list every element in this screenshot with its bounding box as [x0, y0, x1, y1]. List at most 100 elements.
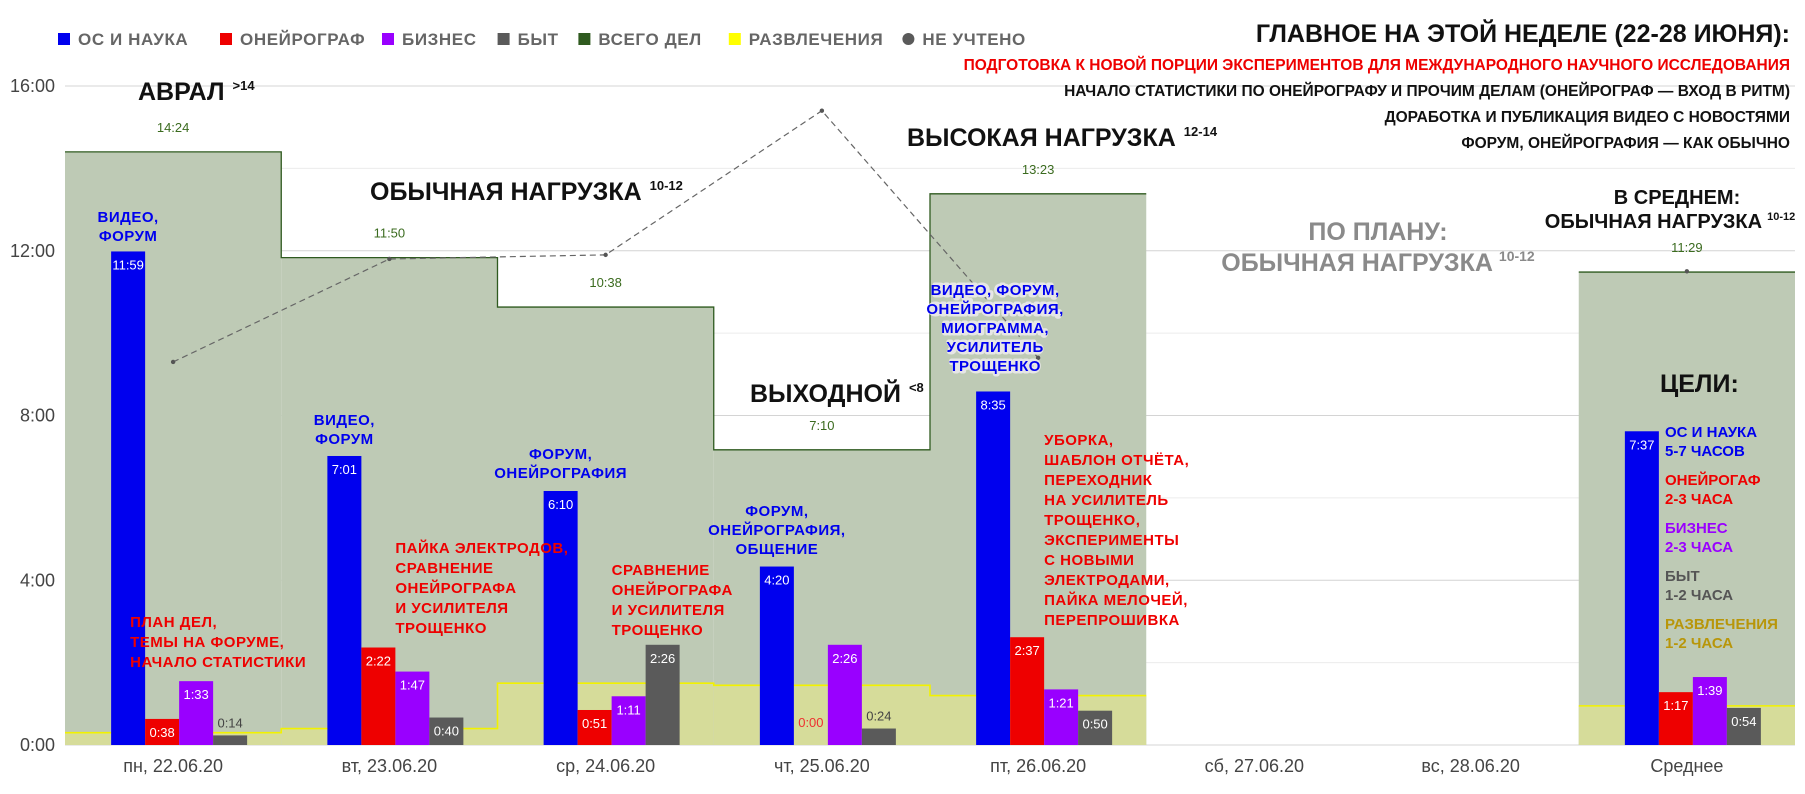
bar-value-label: 1:39	[1697, 683, 1722, 698]
legend-marker	[58, 33, 70, 45]
bar-value-label: 2:22	[366, 654, 391, 669]
bar-value-label: 1:11	[616, 702, 640, 717]
bar-value-label: 0:24	[866, 709, 891, 724]
bar-value-label: 1:47	[400, 678, 425, 693]
bar-value-label: 4:20	[764, 573, 789, 588]
y-tick-label: 0:00	[20, 735, 55, 755]
bar	[976, 391, 1011, 745]
red-note: ПЕРЕХОДНИК	[1044, 472, 1153, 489]
bar	[395, 671, 430, 745]
os-note-halo: ТРОЩЕНКО	[951, 358, 1039, 375]
legend-label: НЕ УЧТЕНО	[922, 30, 1025, 49]
week-title: ГЛАВНОЕ НА ЭТОЙ НЕДЕЛЕ (22-28 ИЮНЯ):	[1256, 18, 1790, 48]
unaccounted-point	[1035, 355, 1041, 361]
load-label: АВРАЛ >14	[138, 78, 255, 106]
x-tick-label: пт, 26.06.20	[990, 756, 1086, 776]
legend-marker	[728, 33, 741, 45]
y-tick-label: 4:00	[20, 570, 55, 590]
red-note: НАЧАЛО СТАТИСТИКИ	[130, 654, 306, 671]
red-note: И УСИЛИТЕЛЯ	[612, 602, 725, 619]
os-note-halo: УСИЛИТЕЛЬ	[949, 339, 1042, 356]
entertainment-line	[65, 682, 1147, 734]
legend-marker	[382, 33, 394, 45]
unaccounted-point	[603, 252, 608, 258]
os-note: ФОРУМ	[315, 431, 374, 448]
red-note: ТРОЩЕНКО	[395, 620, 487, 637]
bar-value-label: 0:50	[1082, 717, 1107, 732]
total-value-label: 10:38	[589, 275, 622, 290]
os-note: ОНЕЙРОГРАФИЯ,	[926, 300, 1063, 318]
total-area	[65, 151, 282, 745]
os-note-halo: МИОГРАММА,	[944, 320, 1047, 337]
os-note: МИОГРАММА,	[941, 320, 1049, 337]
red-note: ТРОЩЕНКО,	[1044, 512, 1140, 529]
x-tick-label: сб, 27.06.20	[1205, 756, 1304, 776]
legend-label: БЫТ	[518, 30, 559, 49]
red-note: ПЕРЕПРОШИВКА	[1044, 612, 1180, 629]
goal-line1: ОС И НАУКА	[1665, 424, 1757, 441]
bar	[361, 647, 396, 745]
x-tick-label: Среднее	[1650, 756, 1723, 776]
red-note: ТРОЩЕНКО	[612, 622, 704, 639]
bars: 11:59 0:38 1:33 0:14 7:01 2:22 1:47 0:40 6:10 0:5…	[111, 251, 1761, 745]
red-note: ОНЕЙРОГРАФА	[395, 579, 516, 597]
bar	[827, 644, 862, 745]
load-label: ОБЫЧНАЯ НАГРУЗКА 10-12	[370, 178, 683, 206]
total-area	[497, 307, 714, 745]
legend-label: ВСЕГО ДЕЛ	[598, 30, 701, 49]
bar	[327, 455, 362, 745]
legend-marker	[578, 33, 591, 45]
legend-marker	[902, 33, 915, 45]
plan-line2: ОБЫЧНАЯ НАГРУЗКА 10-12	[1221, 248, 1535, 277]
red-note: УБОРКА,	[1044, 432, 1113, 449]
red-note: ПЛАН ДЕЛ,	[130, 614, 217, 631]
legend-label: ОС И НАУКА	[78, 30, 188, 49]
total-value-label: 11:29	[1671, 240, 1703, 255]
legend-marker	[497, 33, 510, 45]
red-note: СРАВНЕНИЕ	[395, 560, 493, 577]
week-line: ПОДГОТОВКА К НОВОЙ ПОРЦИИ ЭКСПЕРИМЕНТОВ …	[964, 56, 1790, 74]
bar-value-label: 1:33	[183, 687, 208, 702]
x-tick-label: пн, 22.06.20	[123, 756, 223, 776]
bar	[645, 644, 680, 745]
x-tick-label: ср, 24.06.20	[556, 756, 655, 776]
bar-value-label: 2:26	[650, 651, 675, 666]
bar	[1726, 707, 1761, 745]
legend-label: РАЗВЛЕЧЕНИЯ	[749, 30, 884, 49]
bar	[611, 696, 646, 745]
bar-value-label: 2:26	[832, 651, 857, 666]
os-note: ФОРУМ,	[745, 503, 808, 520]
week-line: НАЧАЛО СТАТИСТИКИ ПО ОНЕЙРОГРАФУ И ПРОЧИ…	[1064, 82, 1790, 100]
legend-marker	[220, 33, 232, 45]
unaccounted-point	[1684, 269, 1690, 274]
os-note: ОБЩЕНИЕ	[735, 541, 818, 558]
bar	[145, 718, 180, 745]
bar-value-label: 1:17	[1663, 698, 1688, 713]
bar-value-label: 0:40	[434, 724, 459, 739]
average-line1: В СРЕДНЕМ:	[1614, 187, 1740, 209]
os-note-halo: ОНЕЙРОГРАФИЯ,	[930, 300, 1061, 318]
bar	[1658, 692, 1693, 745]
bar-value-label: 0:14	[217, 715, 242, 730]
unaccounted-line	[170, 108, 1690, 365]
week-summary: ГЛАВНОЕ НА ЭТОЙ НЕДЕЛЕ (22-28 ИЮНЯ): ПОДГ…	[964, 18, 1790, 152]
goal-line2: 2-3 ЧАСА	[1665, 539, 1733, 556]
red-note: С НОВЫМИ	[1044, 552, 1134, 569]
red-note: НА УСИЛИТЕЛЬ	[1044, 492, 1169, 509]
week-line: ФОРУМ, ОНЕЙРОГРАФИЯ — КАК ОБЫЧНО	[1461, 134, 1790, 152]
bar-value-label: 6:10	[548, 497, 573, 512]
legend-label: ОНЕЙРОГРАФ	[240, 30, 365, 49]
average-line2: ОБЫЧНАЯ НАГРУЗКА 10-12	[1545, 211, 1795, 233]
x-tick-label: вс, 28.06.20	[1421, 756, 1519, 776]
x-axis-ticks: пн, 22.06.20 вт, 23.06.20 ср, 24.06.20 чт, …	[123, 756, 1723, 776]
bar	[111, 251, 146, 745]
legend-label: БИЗНЕС	[402, 30, 477, 49]
bar-value-label: 7:37	[1629, 437, 1654, 452]
y-tick-label: 12:00	[10, 241, 55, 261]
os-note: ФОРУМ,	[529, 446, 592, 463]
os-note: ФОРУМ	[99, 228, 158, 245]
bar	[179, 681, 214, 745]
bar	[429, 717, 464, 745]
bar-value-label: 0:54	[1731, 714, 1756, 729]
bar	[759, 566, 794, 745]
